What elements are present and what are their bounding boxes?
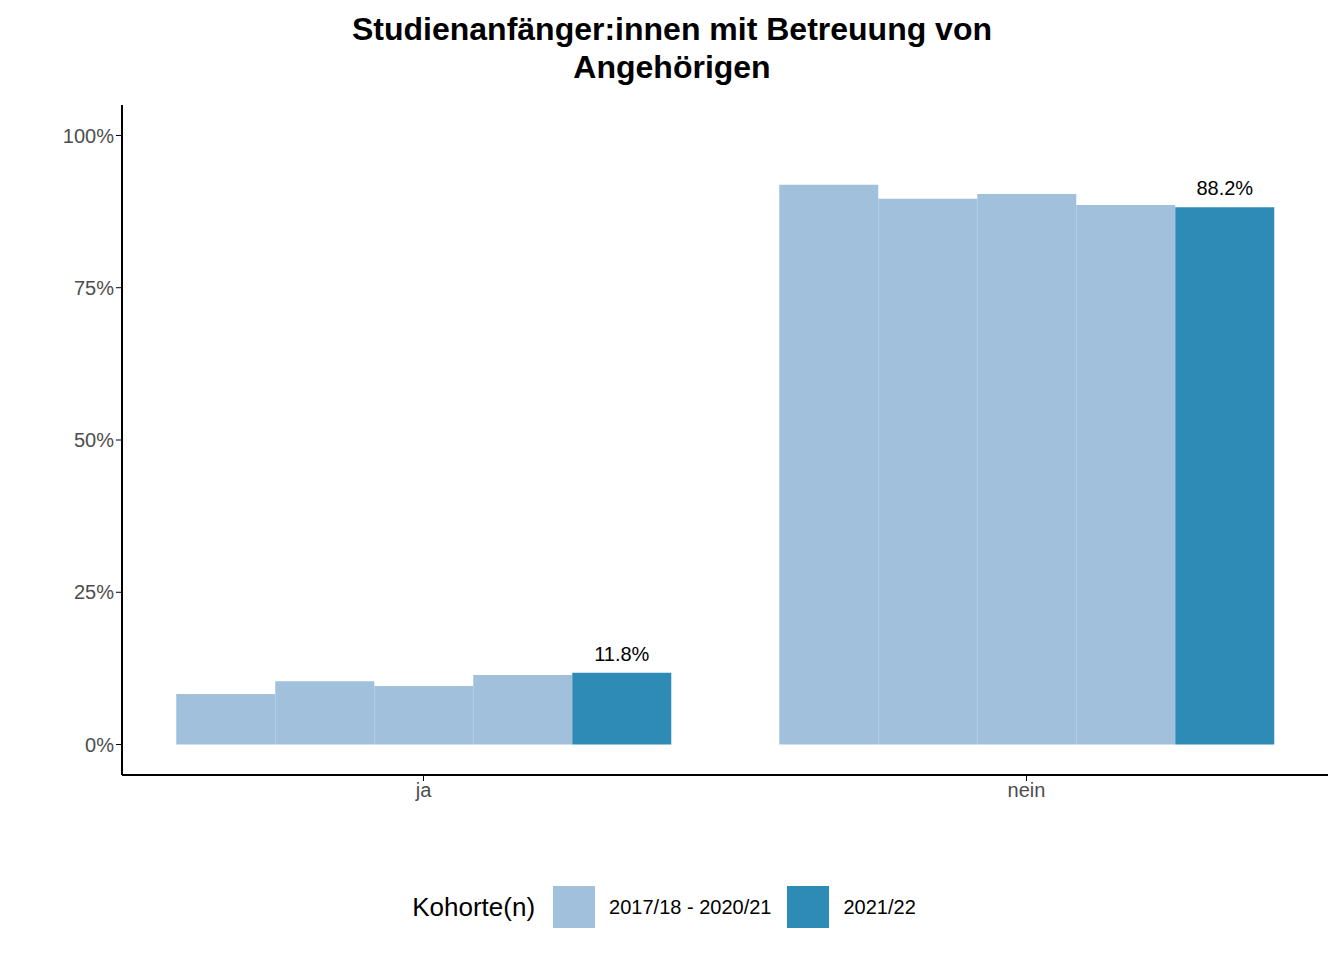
svg-text:100%: 100%: [63, 125, 114, 147]
html-text:Kohorte(n): Kohorte(n): [412, 891, 536, 922]
html-text:2017/18 - 2020/21: 2017/18 - 2020/21: [609, 895, 772, 918]
svg-text:nein: nein: [1008, 779, 1046, 801]
svg-text:0%: 0%: [85, 734, 114, 756]
html-text:2021/22: 2021/22: [843, 895, 916, 918]
svg-text:25%: 25%: [74, 581, 114, 603]
svg-text:11.8%: 11.8%: [594, 643, 649, 665]
svg-text:ja: ja: [415, 779, 432, 801]
svg-text:88.2%: 88.2%: [1196, 177, 1253, 199]
svg-text:75%: 75%: [74, 277, 114, 299]
svg-text:50%: 50%: [74, 429, 114, 451]
html-text:Studienanfänger:innen mit Betr: Studienanfänger:innen mit Betreuung von …: [352, 11, 992, 85]
